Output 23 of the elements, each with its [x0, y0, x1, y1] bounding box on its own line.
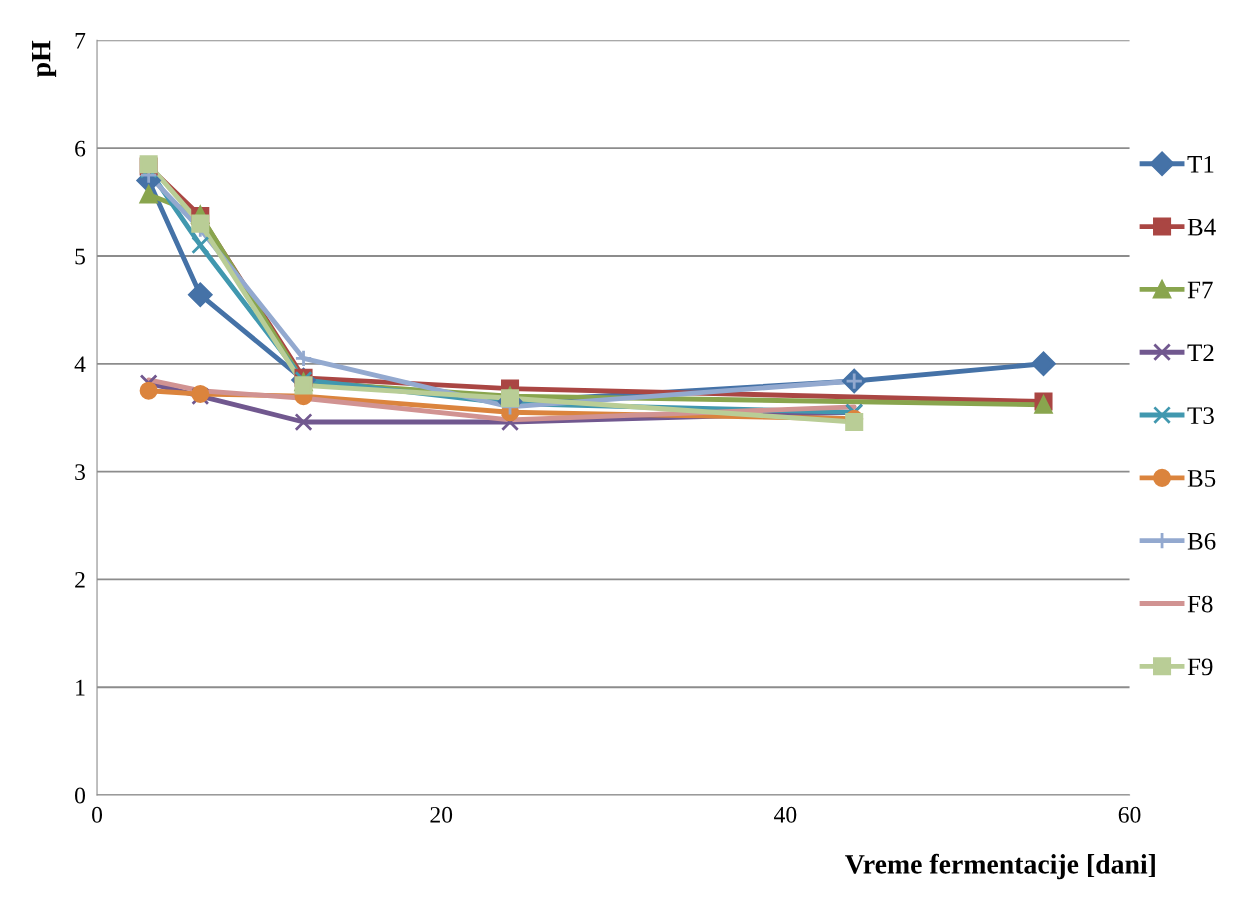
- x-tick-label: 60: [1118, 806, 1141, 823]
- y-tick-label: 0: [75, 787, 86, 804]
- y-tick-label: 3: [75, 464, 85, 481]
- legend-label: T1: [1187, 155, 1214, 173]
- legend-label: B5: [1187, 470, 1216, 487]
- x-tick-label: 20: [430, 806, 453, 823]
- legend-label: B4: [1187, 218, 1216, 236]
- x-axis-title: Vreme fermentacije [dani]: [845, 853, 1155, 880]
- y-tick-label: 7: [75, 33, 86, 49]
- legend-label: F7: [1187, 281, 1213, 299]
- x-tick-label: 40: [774, 806, 797, 823]
- y-tick-label: 6: [75, 140, 86, 157]
- y-axis-title: pH: [32, 40, 57, 78]
- legend-label: B6: [1187, 532, 1216, 550]
- legend-label: F8: [1187, 595, 1213, 613]
- y-tick-label: 2: [75, 571, 85, 588]
- y-tick-label: 4: [74, 356, 86, 372]
- legend-label: T3: [1187, 407, 1214, 425]
- y-tick-label: 5: [75, 248, 85, 265]
- legend-label: F9: [1187, 658, 1213, 676]
- y-tick-label: 1: [76, 679, 85, 696]
- legend-label: T2: [1187, 344, 1214, 361]
- x-tick-label: 0: [92, 806, 103, 823]
